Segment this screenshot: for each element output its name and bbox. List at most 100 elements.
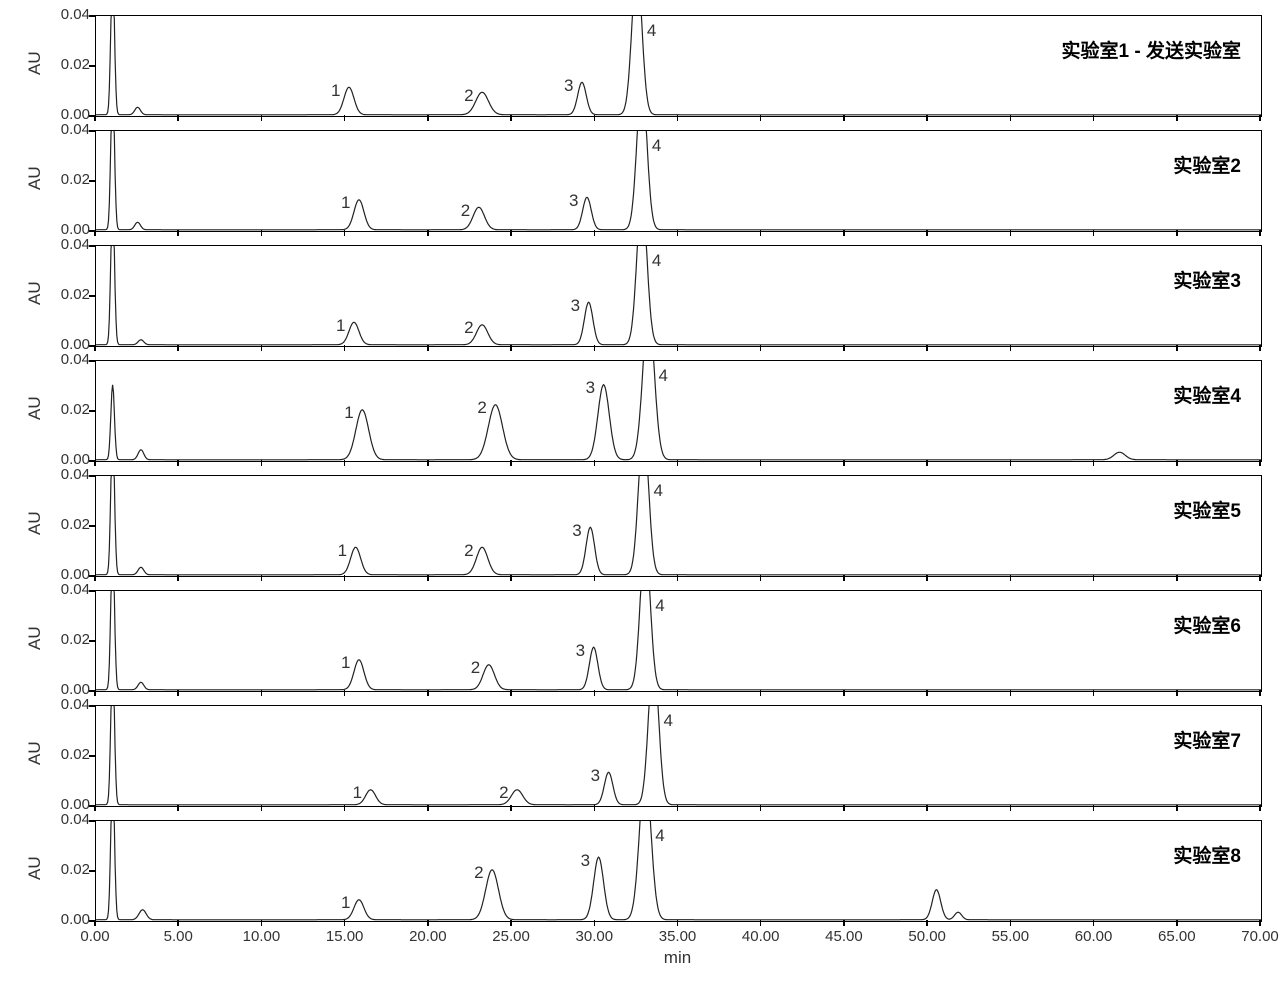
y-tick-label: 0.04 [50, 351, 90, 368]
x-tick [510, 115, 512, 121]
y-axis-label: AU [25, 745, 45, 765]
x-tick [1010, 345, 1012, 351]
chromatogram-panel: 实验室51234 [95, 475, 1262, 577]
x-tick [1093, 690, 1095, 696]
peak-label: 2 [461, 201, 470, 221]
chromatogram-panel: 实验室61234 [95, 590, 1262, 692]
x-tick [427, 460, 429, 466]
panel-title: 实验室7 [1173, 726, 1241, 753]
peak-label: 4 [652, 136, 661, 156]
x-tick [760, 460, 762, 466]
x-tick [843, 575, 845, 581]
x-tick [594, 345, 596, 351]
x-tick [926, 345, 928, 351]
x-tick [261, 115, 263, 121]
x-tick-label: 65.00 [1158, 928, 1196, 945]
x-tick [261, 690, 263, 696]
x-tick [760, 920, 762, 926]
x-tick [344, 805, 346, 811]
x-tick [843, 345, 845, 351]
panel-title: 实验室8 [1173, 841, 1241, 868]
x-tick [1176, 460, 1178, 466]
peak-label: 4 [659, 366, 668, 386]
x-tick [926, 805, 928, 811]
x-tick [94, 115, 96, 121]
x-tick [427, 575, 429, 581]
panel-title: 实验室1 - 发送实验室 [1062, 36, 1241, 63]
x-tick [1259, 345, 1261, 351]
x-tick [1259, 460, 1261, 466]
x-tick [94, 345, 96, 351]
x-tick [94, 805, 96, 811]
x-tick [760, 805, 762, 811]
x-tick [344, 575, 346, 581]
x-tick [1010, 805, 1012, 811]
x-tick [760, 230, 762, 236]
x-tick [177, 805, 179, 811]
chromatogram-trace [96, 476, 1261, 576]
x-tick [926, 920, 928, 926]
peak-label: 3 [591, 766, 600, 786]
chromatogram-trace [96, 361, 1261, 461]
y-axis-label: AU [25, 55, 45, 75]
x-tick [1093, 115, 1095, 121]
x-tick [1259, 115, 1261, 121]
chromatogram-trace [96, 821, 1261, 921]
y-tick-label: 0.02 [50, 516, 90, 533]
x-tick [1259, 575, 1261, 581]
y-tick-label: 0.02 [50, 401, 90, 418]
x-tick-label: 10.00 [243, 928, 281, 945]
x-tick [177, 575, 179, 581]
chromatogram-trace [96, 16, 1261, 116]
peak-label: 2 [474, 863, 483, 883]
x-tick [926, 460, 928, 466]
peak-label: 2 [464, 86, 473, 106]
x-tick [261, 920, 263, 926]
x-tick [177, 920, 179, 926]
chromatogram-panel: 实验室1 - 发送实验室1234 [95, 15, 1262, 117]
panel-title: 实验室2 [1173, 151, 1241, 178]
x-tick [1093, 230, 1095, 236]
x-tick [1259, 805, 1261, 811]
y-tick-label: 0.02 [50, 861, 90, 878]
x-tick [677, 230, 679, 236]
x-tick [94, 460, 96, 466]
peak-label: 4 [647, 21, 656, 41]
x-tick [594, 115, 596, 121]
x-tick [1176, 345, 1178, 351]
peak-label: 3 [572, 521, 581, 541]
x-tick-label: 30.00 [576, 928, 614, 945]
peak-label: 1 [341, 193, 350, 213]
x-tick [1010, 460, 1012, 466]
y-tick-label: 0.04 [50, 6, 90, 23]
x-tick [594, 805, 596, 811]
x-tick [760, 115, 762, 121]
x-tick [261, 575, 263, 581]
x-tick-label: 60.00 [1075, 928, 1113, 945]
x-tick [427, 115, 429, 121]
x-tick [427, 920, 429, 926]
y-tick-label: 0.02 [50, 286, 90, 303]
peak-label: 1 [336, 316, 345, 336]
x-tick [1176, 690, 1178, 696]
x-tick [677, 575, 679, 581]
peak-label: 3 [581, 851, 590, 871]
y-axis-label: AU [25, 515, 45, 535]
peak-label: 1 [331, 81, 340, 101]
chromatogram-panel: 实验室21234 [95, 130, 1262, 232]
x-tick [926, 690, 928, 696]
peak-label: 1 [341, 893, 350, 913]
x-tick [677, 690, 679, 696]
peak-label: 1 [353, 783, 362, 803]
y-axis-label: AU [25, 285, 45, 305]
x-tick [510, 805, 512, 811]
x-tick [1259, 230, 1261, 236]
x-tick [760, 345, 762, 351]
x-tick-label: 35.00 [659, 928, 697, 945]
peak-label: 3 [576, 641, 585, 661]
x-tick [926, 575, 928, 581]
panel-title: 实验室4 [1173, 381, 1241, 408]
x-tick [510, 345, 512, 351]
x-tick [926, 115, 928, 121]
x-tick [344, 115, 346, 121]
